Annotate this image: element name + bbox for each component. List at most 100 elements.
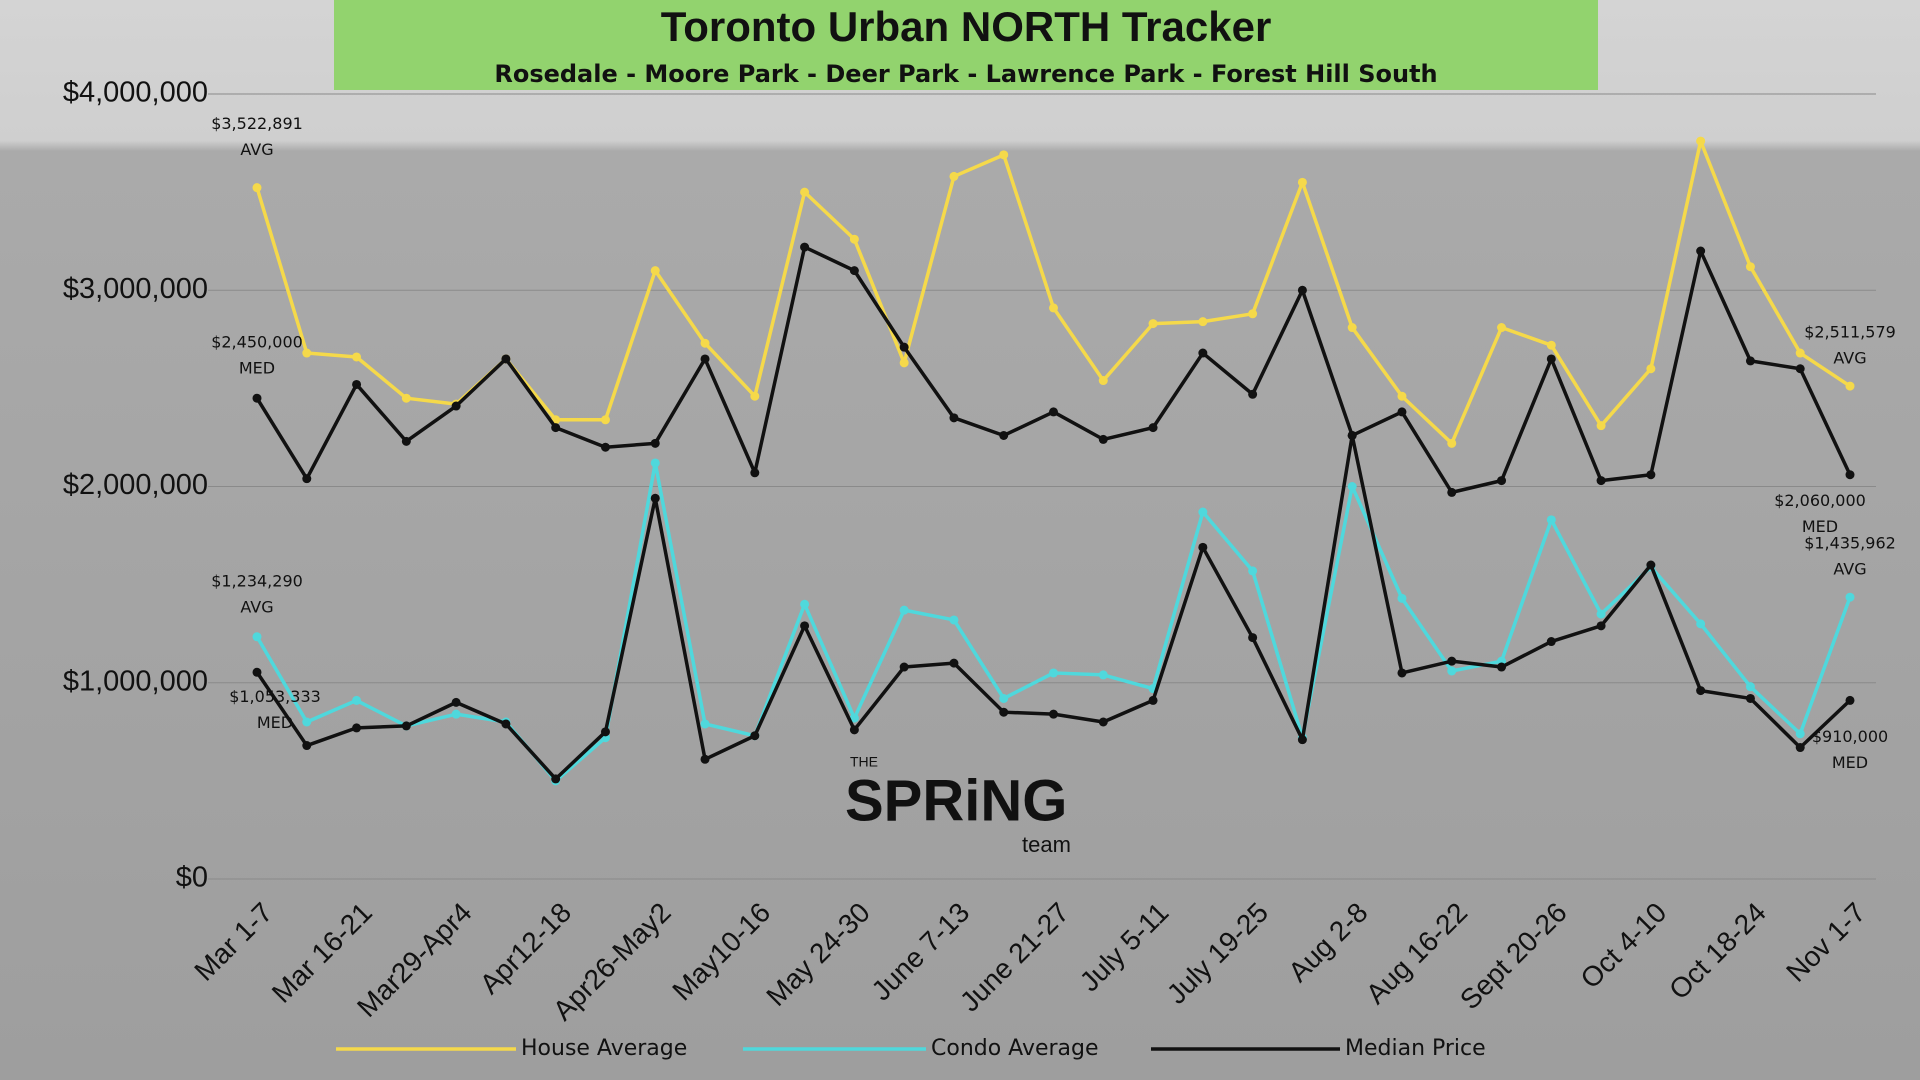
value-label-tag: MED (1832, 753, 1868, 772)
point (899, 662, 909, 672)
point (1546, 515, 1556, 525)
point (1148, 423, 1158, 433)
value-label-tag: AVG (1833, 560, 1866, 579)
point (1098, 376, 1108, 386)
chart-title: Toronto Urban NORTH Tracker (661, 3, 1272, 50)
point (1148, 319, 1158, 329)
point (252, 393, 262, 403)
point (999, 693, 1009, 703)
legend-label: House Average (521, 1036, 687, 1061)
point (352, 695, 362, 705)
point (302, 741, 312, 751)
point (1397, 668, 1407, 678)
value-label-tag: MED (1802, 517, 1838, 536)
point (501, 354, 511, 364)
point (949, 171, 959, 181)
point (451, 401, 461, 411)
legend-label: Median Price (1345, 1036, 1486, 1061)
point (1596, 609, 1606, 619)
point (1049, 303, 1058, 313)
value-label: $2,060,000 (1774, 491, 1866, 510)
point (949, 413, 959, 423)
logo-bottom: team (1022, 832, 1071, 857)
point (849, 234, 859, 244)
point (1049, 709, 1058, 719)
point (252, 183, 262, 193)
point (1596, 421, 1606, 431)
point (600, 442, 610, 452)
point (1098, 717, 1108, 727)
point (1397, 407, 1407, 417)
point (302, 474, 312, 484)
point (1546, 637, 1556, 647)
point (700, 719, 710, 729)
value-label-tag: AVG (240, 140, 273, 159)
point (501, 719, 511, 729)
point (1845, 592, 1855, 602)
point (1297, 285, 1307, 295)
point (1546, 340, 1556, 350)
point (1347, 430, 1357, 440)
y-tick-label: $1,000,000 (63, 665, 208, 697)
point (1447, 666, 1457, 676)
title-band (334, 0, 1598, 90)
point (800, 187, 810, 197)
point (1049, 668, 1058, 678)
point (551, 423, 561, 433)
point (551, 774, 561, 784)
point (1745, 693, 1755, 703)
point (1696, 246, 1706, 256)
point (1248, 566, 1258, 576)
point (401, 436, 411, 446)
point (1795, 348, 1805, 358)
point (949, 658, 959, 668)
point (352, 352, 362, 362)
point (750, 468, 760, 478)
point (1248, 309, 1258, 319)
point (1397, 593, 1407, 603)
point (401, 393, 411, 403)
point (700, 354, 710, 364)
point (1347, 323, 1357, 333)
point (899, 605, 909, 615)
point (1795, 743, 1805, 753)
point (352, 379, 362, 389)
point (451, 697, 461, 707)
point (1696, 619, 1706, 629)
point (800, 242, 810, 252)
point (650, 493, 660, 503)
point (1646, 364, 1656, 374)
value-label-tag: MED (257, 713, 293, 732)
point (1198, 542, 1208, 552)
point (1497, 662, 1507, 672)
logo: THE SPRiNG team (845, 754, 1071, 857)
y-tick-label: $3,000,000 (63, 273, 208, 305)
point (1646, 560, 1656, 570)
point (1745, 682, 1755, 692)
point (352, 723, 362, 733)
point (650, 438, 660, 448)
point (1447, 438, 1457, 448)
point (999, 707, 1009, 717)
chart-subtitle: Rosedale - Moore Park - Deer Park - Lawr… (494, 60, 1437, 88)
point (1347, 482, 1357, 491)
point (1148, 695, 1158, 705)
logo-top: THE (850, 754, 878, 770)
point (899, 342, 909, 352)
point (1696, 686, 1706, 696)
point (1248, 389, 1258, 399)
point (999, 430, 1009, 440)
point (700, 338, 710, 348)
point (1049, 407, 1058, 417)
point (700, 754, 710, 764)
point (800, 599, 810, 609)
value-label: $1,435,962 (1804, 534, 1896, 553)
point (899, 358, 909, 368)
point (1745, 356, 1755, 366)
point (849, 266, 859, 276)
point (1198, 348, 1208, 358)
y-tick-label: $2,000,000 (63, 469, 208, 501)
